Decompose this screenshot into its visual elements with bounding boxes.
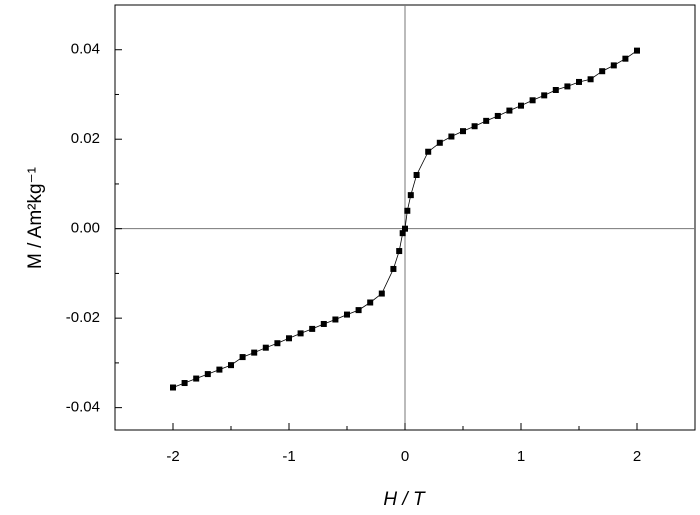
data-point [378,290,385,297]
data-point [610,62,617,69]
data-point [471,123,478,130]
data-point [367,299,374,306]
x-tick-label: 0 [401,448,409,465]
data-point [262,344,269,351]
data-point [396,248,403,255]
x-tick-label: -1 [282,448,295,465]
data-point [228,362,234,369]
data-point [460,128,466,135]
data-point [309,325,316,332]
data-point [390,265,397,272]
data-point [274,340,281,347]
data-point [576,78,582,85]
data-point [170,384,176,391]
data-point [402,225,408,232]
y-tick-label: 0.04 [71,41,100,58]
data-point [332,316,339,323]
data-point [564,83,571,90]
data-point [518,102,524,109]
data-point [286,335,292,342]
data-point [448,133,455,140]
data-point [587,76,594,83]
y-tick-label: 0.02 [71,130,100,147]
y-axis-title: M / Am²kg⁻¹ [25,167,46,269]
data-point [599,68,606,75]
data-point [622,55,629,62]
data-point [552,87,559,93]
data-point [181,380,188,387]
data-point [634,47,640,54]
data-point [529,97,536,104]
data-point [436,139,443,146]
data-point [407,192,414,199]
data-point [413,172,420,178]
data-point [404,207,411,214]
data-point [216,366,223,373]
data-point [320,320,327,327]
data-point [399,230,406,237]
data-point [193,375,200,382]
data-point [204,371,211,378]
x-tick-label: 2 [633,448,641,465]
data-point [541,92,548,99]
data-point [506,107,513,114]
data-point [425,148,432,155]
data-point [251,349,258,356]
data-point [483,117,490,124]
y-tick-label: -0.04 [66,399,100,416]
data-point [494,112,501,119]
x-axis-title: H / T [383,489,426,510]
data-point [297,330,304,337]
y-tick-label: -0.02 [66,309,100,326]
x-tick-label: 1 [517,448,525,465]
data-point [239,354,246,361]
data-point [344,311,350,318]
y-tick-label: 0.00 [71,220,100,237]
data-point [355,307,362,314]
x-tick-label: -2 [166,448,179,465]
